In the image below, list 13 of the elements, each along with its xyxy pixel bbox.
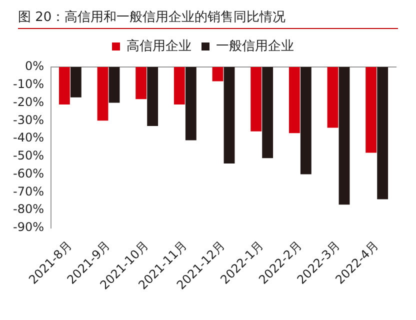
y-tick-label: -50% [12, 148, 44, 162]
y-tick-label: -90% [12, 220, 44, 234]
legend-label: 一般信用企业 [216, 38, 294, 54]
y-tick-label: -60% [12, 166, 44, 180]
y-tick-label: -70% [12, 184, 44, 198]
legend-label: 高信用企业 [126, 38, 192, 54]
y-tick-label: -40% [12, 130, 44, 145]
y-tick-label: 0% [24, 59, 44, 74]
y-tick-label: -80% [12, 202, 44, 216]
y-tick-label: -20% [12, 94, 44, 109]
chart-title: 图 20：高信用和一般信用企业的销售同比情况 [18, 8, 398, 29]
y-tick-label: -10% [12, 77, 44, 91]
y-tick-label: -30% [12, 112, 44, 127]
